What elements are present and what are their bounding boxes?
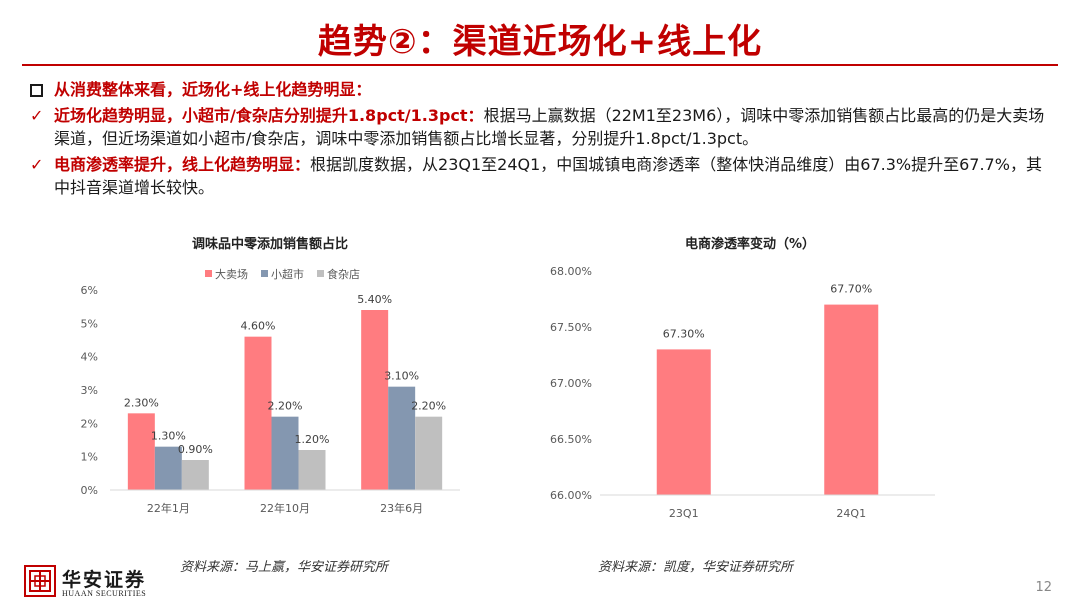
y-axis: 0% 1% 2% 3% 4% 5% 6% — [81, 284, 98, 497]
y-tick-label: 2% — [81, 417, 98, 430]
data-label: 2.20% — [268, 400, 303, 413]
bullet-list: 从消费整体来看，近场化+线上化趋势明显： ✓ 近场化趋势明显，小超市/食杂店分别… — [30, 78, 1050, 202]
title-divider — [22, 64, 1058, 66]
data-label: 67.30% — [663, 327, 705, 340]
x-axis: 23Q1 24Q1 — [669, 507, 866, 520]
y-tick-label: 5% — [81, 317, 98, 330]
bar — [298, 450, 326, 490]
chart-legend: 大卖场 小超市 食杂店 — [205, 267, 360, 281]
bar — [271, 416, 299, 490]
bullet-ecommerce: ✓ 电商渗透率提升，线上化趋势明显：根据凯度数据，从23Q1至24Q1，中国城镇… — [30, 153, 1050, 199]
bar-group: 2.30% 1.30%0.90% 4.60% 2.20% 1.20% 5.40% 3.10%… — [124, 293, 446, 490]
y-tick-label: 3% — [81, 384, 98, 397]
seal-icon — [24, 565, 56, 597]
data-label: 3.10% — [384, 370, 419, 383]
check-icon: ✓ — [30, 106, 44, 125]
bar — [127, 413, 155, 490]
check-icon: ✓ — [30, 155, 44, 174]
legend-swatch — [317, 270, 324, 277]
bullet-ecommerce-text: 根据凯度数据，从23Q1至24Q1，中国城镇电商渗透率（整体快消品维度）由67.… — [54, 155, 1042, 197]
y-tick-label: 67.00% — [550, 377, 592, 390]
y-tick-label: 66.50% — [550, 433, 592, 446]
bullet-near-field-text: 根据马上赢数据（22M1至23M6），调味中零添加销售额占比最高的仍是大卖场渠道… — [54, 106, 1045, 148]
bar — [415, 416, 443, 490]
page-title: 趋势②：渠道近场化+线上化 — [317, 22, 763, 62]
y-tick-label: 1% — [81, 451, 98, 464]
logo-name-en: HUAAN SECURITIES — [62, 589, 147, 598]
x-tick-label: 22年1月 — [147, 501, 190, 515]
source-note-right: 资料来源：凯度，华安证券研究所 — [598, 560, 794, 575]
bar — [181, 460, 209, 490]
bullet-summary-text: 从消费整体来看，近场化+线上化趋势明显： — [54, 80, 372, 99]
y-tick-label: 68.00% — [550, 265, 592, 278]
bar — [824, 304, 879, 495]
x-tick-label: 23Q1 — [669, 507, 699, 520]
bullet-ecommerce-heading: 电商渗透率提升，线上化趋势明显： — [54, 155, 311, 174]
bar — [388, 386, 416, 490]
x-axis: 22年1月 22年10月 23年6月 — [147, 501, 423, 515]
chart-seasoning-sales-share: 调味品中零添加销售额占比 大卖场 小超市 食杂店 0% 1% 2% 3% 4% 5% 6% 2.… — [81, 236, 460, 515]
chart-title: 调味品中零添加销售额占比 — [192, 236, 348, 252]
data-label: 2.20% — [411, 400, 446, 413]
data-label: 67.70% — [830, 283, 872, 296]
bullet-summary: 从消费整体来看，近场化+线上化趋势明显： — [30, 78, 1050, 101]
legend-label: 大卖场 — [215, 267, 248, 281]
logo-name-cn: 华安证券 — [62, 569, 147, 591]
data-label: 1.30% — [151, 430, 186, 443]
y-tick-label: 6% — [81, 284, 98, 297]
company-logo: 华安证券 HUAAN SECURITIES — [24, 565, 164, 601]
bar — [244, 336, 272, 490]
x-tick-label: 22年10月 — [260, 501, 310, 515]
bullet-near-field-heading: 近场化趋势明显，小超市/食杂店分别提升1.8pct/1.3pct： — [54, 106, 484, 125]
data-label: 5.40% — [357, 293, 392, 306]
legend-label: 小超市 — [271, 267, 304, 281]
data-label: 0.90% — [178, 443, 213, 456]
legend-label: 食杂店 — [327, 267, 360, 281]
source-note-left: 资料来源：马上赢，华安证券研究所 — [180, 560, 389, 575]
bar — [656, 349, 711, 495]
data-label: 1.20% — [295, 433, 330, 446]
data-label: 2.30% — [124, 396, 159, 409]
square-bullet-icon — [30, 78, 43, 103]
y-axis: 66.00% 66.50% 67.00% 67.50% 68.00% — [550, 265, 592, 502]
y-tick-label: 66.00% — [550, 489, 592, 502]
x-tick-label: 23年6月 — [380, 501, 423, 515]
legend-swatch — [205, 270, 212, 277]
data-label: 4.60% — [241, 320, 276, 333]
page-number: 12 — [1035, 580, 1052, 595]
legend-swatch — [261, 270, 268, 277]
chart-title: 电商渗透率变动（%） — [685, 236, 815, 252]
bar — [154, 446, 182, 490]
chart-ecommerce-penetration: 电商渗透率变动（%） 66.00% 66.50% 67.00% 67.50% 68.00… — [550, 236, 935, 520]
y-tick-label: 67.50% — [550, 321, 592, 334]
bar-group: 67.30% 67.70% — [656, 283, 879, 495]
y-tick-label: 4% — [81, 351, 98, 364]
bullet-near-field: ✓ 近场化趋势明显，小超市/食杂店分别提升1.8pct/1.3pct：根据马上赢… — [30, 104, 1050, 150]
bar — [361, 310, 389, 490]
x-tick-label: 24Q1 — [836, 507, 866, 520]
y-tick-label: 0% — [81, 484, 98, 497]
